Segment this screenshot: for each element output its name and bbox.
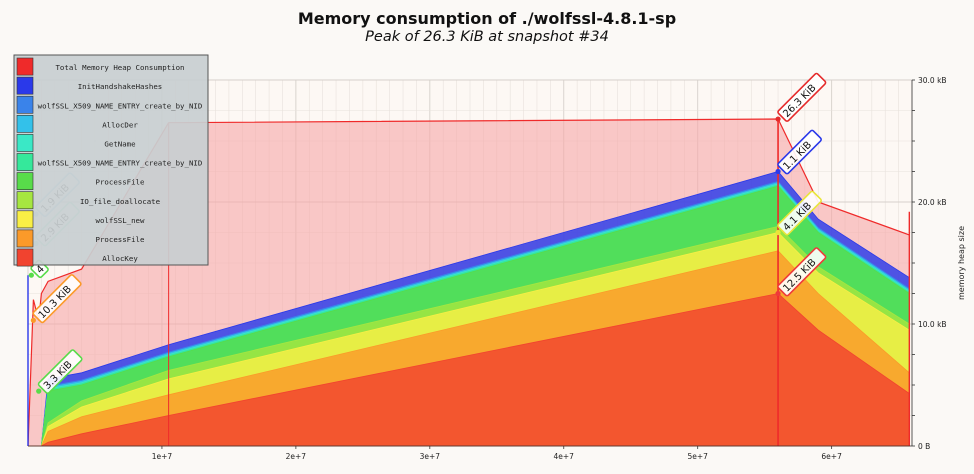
- annotation-point: [775, 116, 781, 122]
- legend: Total Memory Heap Consumption InitHandsha…: [13, 54, 209, 267]
- legend-label: InitHandshakeHashes: [78, 82, 163, 91]
- x-tick-label: 1e+7: [152, 452, 173, 461]
- legend-label: wolfSSL_X509_NAME_ENTRY_create_by_NID: [38, 101, 203, 110]
- y-axis-label: memory heap size: [957, 226, 966, 300]
- annotation-box: [37, 349, 83, 395]
- annotation-point: [775, 229, 781, 236]
- legend-swatch: [16, 210, 34, 229]
- annotation-box: [32, 274, 82, 324]
- legend-swatch: [16, 153, 34, 171]
- legend-label: GetName: [104, 139, 136, 148]
- legend-label: AllocKey: [102, 254, 138, 263]
- legend-swatch: [16, 229, 34, 248]
- legend-swatch: [16, 134, 34, 152]
- legend-label: Total Memory Heap Consumption: [55, 63, 184, 72]
- annotation-point: [30, 317, 36, 323]
- x-tick-label: 2e+7: [286, 452, 307, 461]
- legend-label: IO_file_doallocate: [80, 197, 161, 206]
- legend-swatch: [16, 191, 34, 210]
- y-tick-label: 10.0 kB: [918, 320, 947, 329]
- series-areas: [28, 119, 910, 447]
- annotation-box: [777, 129, 822, 175]
- annotation-point: [775, 290, 781, 297]
- annotation-box: [777, 247, 827, 297]
- annotation-point: [28, 272, 34, 278]
- x-tick-label: 4e+7: [554, 452, 575, 461]
- annotation-point: [36, 388, 42, 394]
- chart-subtitle: Peak of 26.3 KiB at snapshot #34: [365, 29, 609, 45]
- legend-label: ProcessFile: [96, 235, 145, 244]
- legend-label: AllocDer: [102, 120, 138, 129]
- y-tick-label: 20.0 kB: [918, 198, 947, 207]
- legend-swatch: [16, 115, 34, 133]
- annotation-point: [775, 168, 781, 175]
- legend-swatch: [16, 95, 34, 114]
- legend-label: ProcessFile: [96, 178, 145, 187]
- x-tick-label: 5e+7: [687, 452, 708, 461]
- annotation-box: [777, 72, 827, 122]
- x-tick-label: 6e+7: [821, 452, 842, 461]
- legend-swatch: [16, 76, 34, 95]
- legend-swatch: [16, 172, 34, 191]
- chart-title: Memory consumption of ./wolfssl-4.8.1-sp: [298, 9, 676, 28]
- x-tick-label: 3e+7: [420, 452, 441, 461]
- y-tick-label: 30.0 kB: [918, 76, 947, 85]
- legend-swatch: [16, 248, 34, 267]
- legend-label: wolfSSL_X509_NAME_ENTRY_create_by_NID: [38, 159, 203, 168]
- legend-box: [13, 54, 209, 266]
- legend-label: wolfSSL_new: [96, 216, 145, 225]
- axes: 1e+7 2e+7 3e+7 4e+7 5e+7 6e+7 0 B 10.0 kB 20.0 k…: [28, 76, 947, 461]
- y-tick-label: 0 B: [918, 442, 930, 451]
- legend-swatch: [16, 57, 34, 76]
- annotation-box: [777, 190, 822, 236]
